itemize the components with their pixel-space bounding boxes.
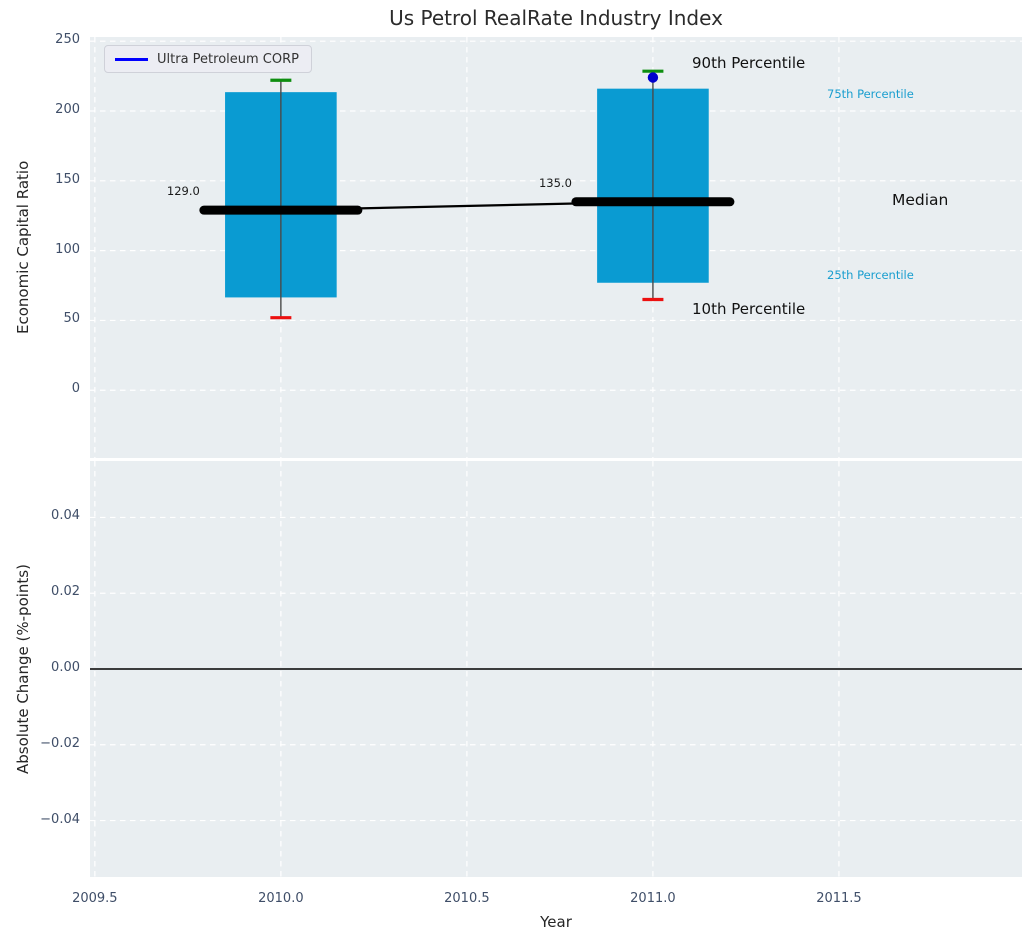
annotation-25th-percentile: 25th Percentile [827, 268, 914, 282]
y-tick-label: 0.02 [51, 584, 80, 600]
company-dot [647, 72, 659, 83]
legend-line-swatch [115, 57, 148, 61]
y-tick-label: 150 [55, 171, 80, 187]
annotation-median: Median [892, 191, 949, 209]
y-tick-label: 200 [55, 102, 80, 117]
annotation-90th-percentile: 90th Percentile [692, 54, 806, 72]
x-tick-label: 2010.0 [258, 891, 304, 906]
top-axes [90, 37, 1022, 458]
annotation-10th-percentile: 10th Percentile [692, 300, 806, 318]
y-tick-label: 0 [71, 381, 80, 397]
y-tick-label: 50 [63, 311, 80, 327]
median-value-label: 135.0 [538, 175, 572, 190]
y-tick-label: −0.02 [40, 735, 80, 751]
y-tick-label: 100 [55, 241, 80, 257]
bottom-axes [90, 461, 1022, 877]
x-tick-label: 2011.5 [816, 891, 862, 906]
top-plot-canvas [90, 37, 1022, 458]
x-tick-label: 2010.5 [444, 891, 490, 906]
annotation-75th-percentile: 75th Percentile [827, 87, 914, 101]
y-tick-label: 250 [55, 32, 80, 48]
median-value-label: 129.0 [166, 184, 200, 199]
y-tick-label: 0.04 [51, 508, 80, 524]
y-tick-label: −0.04 [40, 811, 80, 827]
x-axis-label: Year [540, 913, 572, 931]
chart-title: Us Petrol RealRate Industry Index [389, 6, 723, 30]
y-tick-label: 0.00 [51, 660, 80, 675]
bottom-plot-canvas [90, 461, 1022, 877]
x-tick-label: 2011.0 [630, 891, 676, 906]
x-tick-label: 2009.5 [72, 891, 118, 906]
legend-label: Ultra Petroleum CORP [157, 51, 299, 67]
legend: Ultra Petroleum CORP [104, 45, 312, 73]
